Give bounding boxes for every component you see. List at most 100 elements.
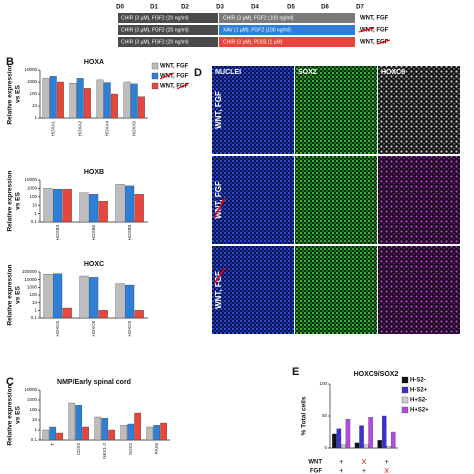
micrograph <box>295 66 377 154</box>
y-tick-label: 10000 <box>24 277 37 282</box>
row-label: WNT, FGF <box>214 91 223 129</box>
bar <box>79 275 89 319</box>
x-tick-label: HOXC8 <box>91 321 96 337</box>
bar <box>146 426 154 441</box>
condition-name: WNT <box>308 460 322 466</box>
y-tick-label: 1 <box>34 427 37 432</box>
legend-label: H-S2+ <box>410 388 428 394</box>
y-tick-label: 100 <box>29 91 37 96</box>
bar <box>332 433 337 449</box>
step-bar <box>118 13 218 23</box>
bar <box>125 284 135 319</box>
step-bar <box>118 25 218 35</box>
y-tick-label: 10000 <box>24 67 37 72</box>
chart-title: HOXA <box>84 59 104 66</box>
y-tick-label: 10 <box>32 202 38 207</box>
y-axis-label: Relative expression <box>7 384 14 445</box>
condition-mark: + <box>385 459 389 466</box>
condition-mark: + <box>362 468 366 474</box>
y-tick-label: 10000 <box>24 177 37 182</box>
y-tick-label: 10 <box>32 103 38 108</box>
y-tick-label: 0 <box>324 445 327 450</box>
condition-label: WNT, FGF <box>360 16 389 22</box>
bar <box>53 189 63 223</box>
step-bar <box>118 37 218 47</box>
bar <box>43 274 53 319</box>
bar <box>134 194 144 223</box>
y-tick-label: 0.1 <box>31 437 38 442</box>
y-tick-label: 0.1 <box>31 315 38 320</box>
y-axis-label: vs ES <box>15 285 22 303</box>
legend-swatch <box>401 406 409 414</box>
bar <box>153 425 161 441</box>
bar <box>43 188 53 223</box>
step-text: CHIR (3 µM), FGF2 (20 ng/ml) <box>121 27 189 33</box>
y-tick-label: 100 <box>29 292 37 297</box>
x-tick-label: PAX6 <box>154 443 159 455</box>
micrograph <box>212 66 294 154</box>
chart-title: HOXC <box>84 261 104 268</box>
y-tick-label: 1 <box>34 211 37 216</box>
bar <box>359 425 364 449</box>
x-tick-label: HOXB8 <box>127 225 132 241</box>
bar <box>134 310 144 319</box>
strike <box>159 72 175 80</box>
legend-label: WNT, FGF <box>160 84 189 90</box>
panel-letter: B <box>6 56 14 68</box>
condition-name: FGF <box>310 469 322 474</box>
y-axis-label: Relative expression <box>7 170 14 231</box>
bar <box>108 429 115 441</box>
x-tick-label: HOXA5 <box>132 121 137 137</box>
bar <box>96 79 104 119</box>
bar <box>134 412 141 441</box>
step-text: XAV (1 µM), FGF2 (100 ng/ml) <box>223 27 291 33</box>
y-tick-label: 10 <box>32 417 38 422</box>
y-tick-label: 1000 <box>27 186 38 191</box>
bar <box>94 416 102 441</box>
bar <box>49 76 57 119</box>
y-tick-label: 50 <box>322 413 328 418</box>
bar <box>386 445 391 449</box>
step-text: CHIR (3 µM), FGF2 (100 ng/ml) <box>223 15 294 21</box>
bar <box>82 426 89 441</box>
legend-label: WNT, FGF <box>160 74 189 80</box>
bar <box>115 283 125 319</box>
legend-swatch <box>401 396 409 404</box>
y-axis-label: % Total cells <box>301 396 308 435</box>
strike <box>376 39 391 45</box>
bar <box>68 402 76 441</box>
y-axis-label: Relative expression <box>7 63 14 124</box>
y-tick-label: 1 <box>34 115 37 120</box>
bar <box>42 78 50 119</box>
panel-letter: E <box>292 366 299 378</box>
condition-mark: X <box>362 459 367 466</box>
panel-letter: D <box>194 67 202 79</box>
channel-label: SOX2 <box>298 69 317 76</box>
y-tick-label: 100 <box>319 381 327 386</box>
legend-label: H-S2- <box>410 378 426 384</box>
y-axis-label: vs ES <box>15 84 22 102</box>
micrograph <box>212 156 294 244</box>
bar <box>56 432 63 441</box>
bar <box>120 425 128 441</box>
step-bar <box>219 25 355 35</box>
chart-title: NMP/Early spinal cord <box>57 379 131 386</box>
bar <box>98 201 108 223</box>
y-axis-label: vs ES <box>15 405 22 423</box>
x-tick-label: HOXB6 <box>91 225 96 241</box>
row-label: WNT, FGF <box>214 181 223 219</box>
legend-label: H+S2+ <box>410 408 429 414</box>
micrograph <box>212 246 294 334</box>
legend-swatch <box>151 82 159 90</box>
bar <box>89 277 99 319</box>
micrograph <box>378 66 460 154</box>
bar <box>53 273 63 319</box>
y-tick-label: 10 <box>32 300 38 305</box>
row-label: WNT, FGF <box>214 271 223 309</box>
day-label: D7 <box>356 5 364 11</box>
y-axis-label: Relative expression <box>7 264 14 325</box>
y-tick-label: 1000 <box>27 397 38 402</box>
y-tick-label: 100 <box>29 194 37 199</box>
legend-swatch <box>401 386 409 394</box>
